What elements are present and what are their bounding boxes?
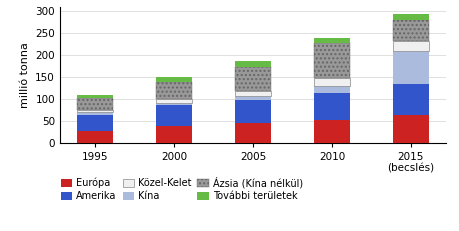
Bar [392,115,428,143]
Bar [156,77,191,82]
Bar [156,103,191,105]
Bar [235,123,270,143]
Bar [313,43,349,78]
Bar [77,95,112,98]
Bar [156,126,191,143]
Bar [392,41,428,51]
Bar [235,61,270,67]
Bar [77,110,112,112]
Bar [392,84,428,115]
Bar [77,115,112,131]
Bar [77,112,112,115]
Bar [77,98,112,110]
Bar [235,96,270,100]
Bar [313,38,349,43]
Bar [235,91,270,96]
Bar [235,100,270,123]
Bar [313,120,349,143]
Bar [313,86,349,93]
Bar [156,105,191,126]
Bar [313,93,349,120]
Bar [156,82,191,99]
Bar [392,20,428,41]
Bar [77,131,112,143]
Bar [156,99,191,103]
Y-axis label: millió tonna: millió tonna [20,42,29,108]
Bar [392,51,428,84]
Legend: Európa, Amerika, Közel-Kelet, Kína, Ázsia (Kína nélkül), További területek: Európa, Amerika, Közel-Kelet, Kína, Ázsi… [57,173,306,205]
Bar [235,67,270,91]
Bar [392,14,428,20]
Bar [313,78,349,86]
